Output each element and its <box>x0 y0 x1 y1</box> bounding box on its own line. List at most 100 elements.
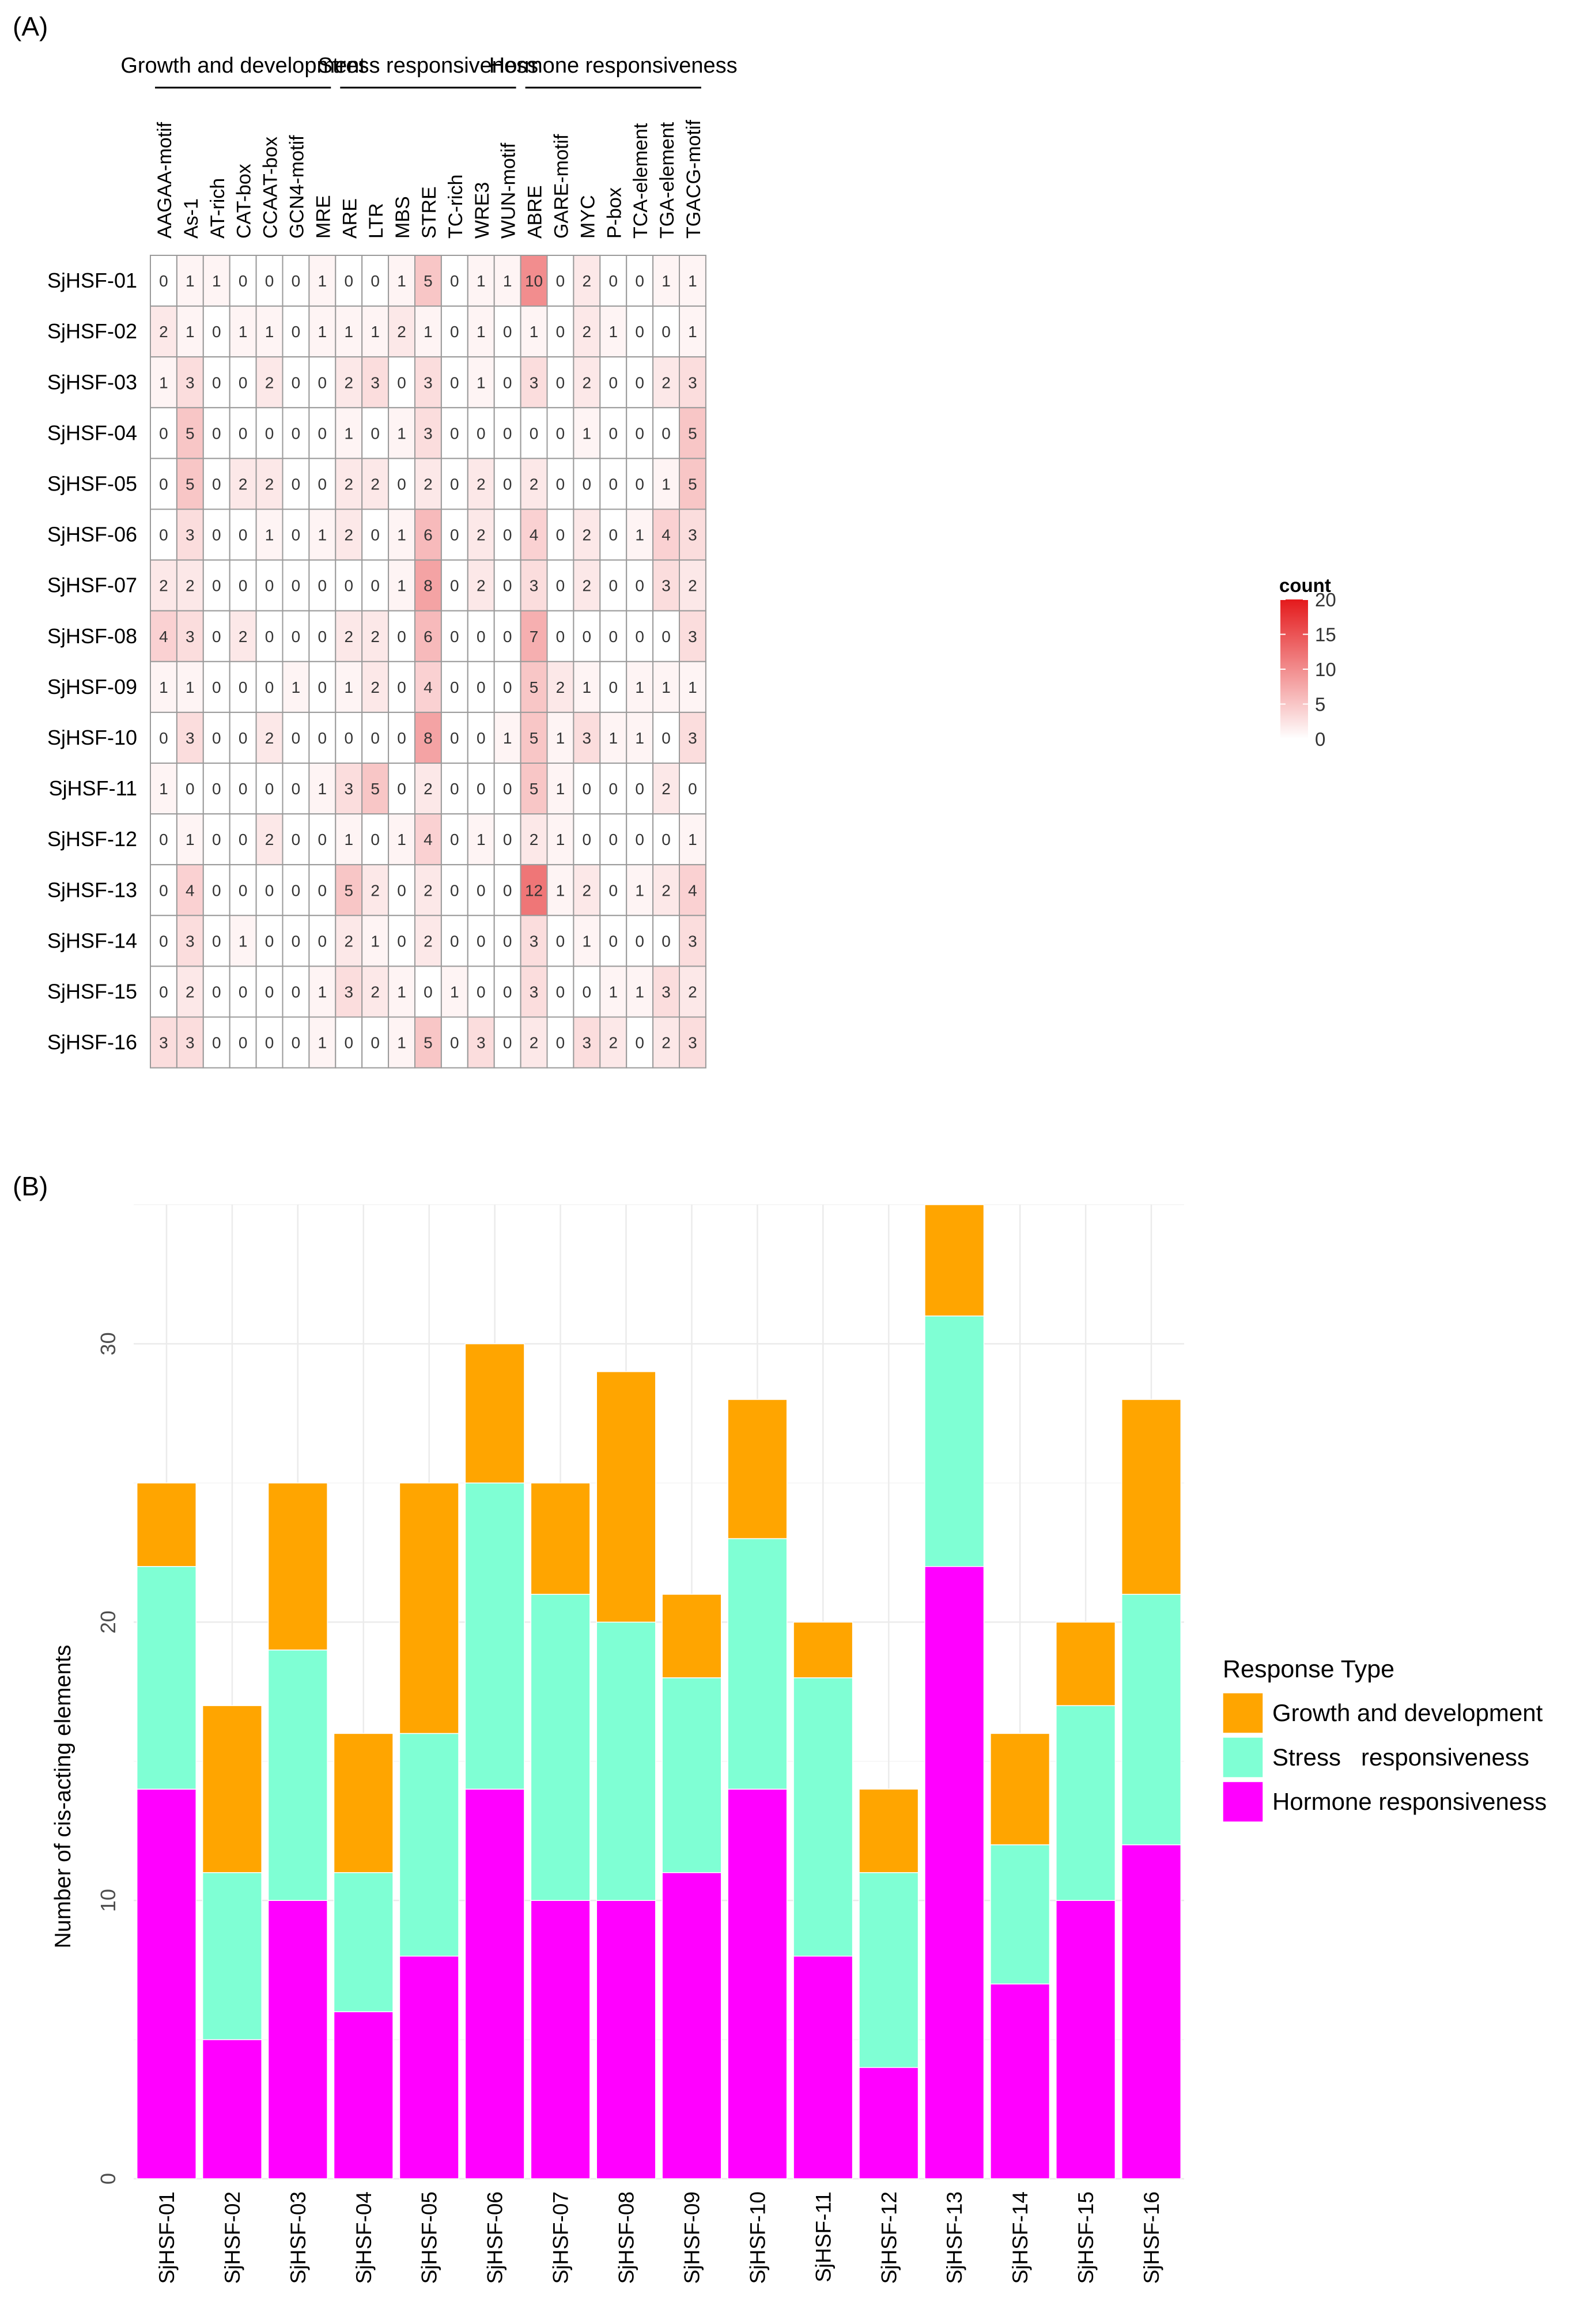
legend-item-label: Growth and development <box>1272 1699 1543 1726</box>
heatmap-cell-value: 1 <box>397 831 406 848</box>
heatmap-cell-value: 3 <box>662 983 671 1001</box>
heatmap-cell-value: 0 <box>608 373 618 391</box>
heatmap-cell-value: 1 <box>186 831 195 848</box>
heatmap-cell-value: 0 <box>503 881 512 899</box>
heatmap-cell-value: 0 <box>212 373 221 391</box>
heatmap-cell-value: 0 <box>662 424 671 442</box>
column-label: LTR <box>365 203 387 239</box>
heatmap-cell-value: 0 <box>397 475 406 493</box>
heatmap-cell-value: 0 <box>239 881 248 899</box>
heatmap-cell-value: 0 <box>318 373 327 391</box>
heatmap-cell-value: 0 <box>212 983 221 1001</box>
heatmap-cell <box>493 255 521 307</box>
heatmap-cell <box>202 508 230 561</box>
heatmap-cell-value: 1 <box>556 780 565 798</box>
legend-tick-label: 10 <box>1315 659 1336 680</box>
heatmap-cell-value: 0 <box>635 628 644 646</box>
heatmap-cell <box>255 711 284 764</box>
heatmap-cell-value: 8 <box>424 729 433 747</box>
heatmap-cell-value: 5 <box>530 729 539 747</box>
heatmap-cell-value: 0 <box>450 373 459 391</box>
column-label: MYC <box>577 195 599 239</box>
heatmap-cell <box>440 711 468 764</box>
x-tick-label: SjHSF-01 <box>155 2191 179 2284</box>
heatmap-legend-title: count <box>1279 575 1331 596</box>
heatmap-cell-value: 0 <box>556 526 565 544</box>
heatmap-cell-value: 2 <box>583 323 592 341</box>
heatmap-cell-value: 2 <box>688 577 697 595</box>
heatmap-cell-value: 2 <box>239 475 248 493</box>
heatmap-cell-value: 0 <box>159 831 168 848</box>
column-label: As-1 <box>180 198 202 239</box>
heatmap-cell <box>308 813 337 866</box>
x-tick-label: SjHSF-03 <box>286 2191 310 2284</box>
heatmap-cell <box>493 661 521 713</box>
heatmap-cell <box>335 661 363 713</box>
heatmap-cell-value: 1 <box>662 272 671 290</box>
bar-legend-title: Response Type <box>1223 1655 1394 1683</box>
heatmap-cell <box>388 305 415 358</box>
heatmap-cell <box>493 356 521 409</box>
heatmap-cell-value: 0 <box>371 272 380 290</box>
bar-segment <box>596 1371 656 1623</box>
heatmap-cell-value: 2 <box>583 526 592 544</box>
heatmap-cell <box>176 965 204 1018</box>
bar-segment <box>333 2011 394 2179</box>
heatmap-cell-value: 1 <box>477 323 486 341</box>
heatmap-cell-value: 5 <box>530 780 539 798</box>
x-tick-label: SjHSF-09 <box>680 2191 704 2284</box>
heatmap-cell-value: 0 <box>397 373 406 391</box>
heatmap-cell-value: 12 <box>525 881 543 899</box>
heatmap-cell-value: 0 <box>635 831 644 848</box>
heatmap-cell-value: 0 <box>318 678 327 696</box>
heatmap-cell <box>202 915 230 967</box>
legend-tick-label: 20 <box>1315 589 1336 610</box>
heatmap-cell-value: 0 <box>265 780 274 798</box>
heatmap-cell <box>335 965 363 1018</box>
heatmap-cell-value: 0 <box>397 780 406 798</box>
heatmap-cell-value: 0 <box>318 424 327 442</box>
heatmap-cell-value: 0 <box>635 424 644 442</box>
heatmap-cell-value: 1 <box>635 983 644 1001</box>
heatmap-cell-value: 0 <box>239 526 248 544</box>
heatmap-cell-value: 0 <box>344 272 353 290</box>
heatmap-cell-value: 6 <box>424 526 433 544</box>
heatmap-cell-value: 0 <box>450 628 459 646</box>
heatmap-cell-value: 0 <box>662 932 671 950</box>
heatmap-cell-value: 1 <box>397 577 406 595</box>
heatmap-cell-value: 3 <box>186 1034 195 1052</box>
heatmap-cell <box>626 559 654 612</box>
heatmap-cell <box>599 559 628 612</box>
heatmap-cell-value: 2 <box>397 323 406 341</box>
heatmap-cell-value: 0 <box>239 780 248 798</box>
heatmap-cell-value: 0 <box>608 577 618 595</box>
heatmap-cell <box>546 915 574 967</box>
heatmap-cell-value: 1 <box>159 780 168 798</box>
heatmap-cell-value: 0 <box>503 983 512 1001</box>
heatmap-cell-value: 2 <box>662 780 671 798</box>
heatmap-cell <box>440 407 468 459</box>
bar-segment <box>793 1955 853 2179</box>
heatmap-cell-value: 0 <box>292 881 301 899</box>
heatmap-cell <box>573 965 601 1018</box>
bar-segment <box>859 1872 919 2068</box>
heatmap-cell <box>493 407 521 459</box>
heatmap-cell-value: 0 <box>371 577 380 595</box>
heatmap-cell <box>626 915 654 967</box>
heatmap-cell <box>626 711 654 764</box>
bar-segment <box>662 1677 722 1873</box>
row-label: SjHSF-15 <box>47 979 137 1003</box>
bar-segment <box>1056 1705 1116 1901</box>
heatmap-cell-value: 0 <box>450 526 459 544</box>
x-tick-label: SjHSF-15 <box>1074 2191 1098 2284</box>
heatmap-cell-value: 4 <box>424 678 433 696</box>
heatmap-cell <box>626 1016 654 1069</box>
heatmap-cell-value: 2 <box>265 475 274 493</box>
heatmap-cell-value: 0 <box>608 475 618 493</box>
legend-tick-label: 15 <box>1315 624 1336 646</box>
bar-segment <box>596 1621 656 1901</box>
heatmap-cell-value: 0 <box>397 729 406 747</box>
bar-segment <box>464 1343 525 1484</box>
heatmap-cell <box>229 965 257 1018</box>
heatmap-cell-value: 0 <box>688 780 697 798</box>
